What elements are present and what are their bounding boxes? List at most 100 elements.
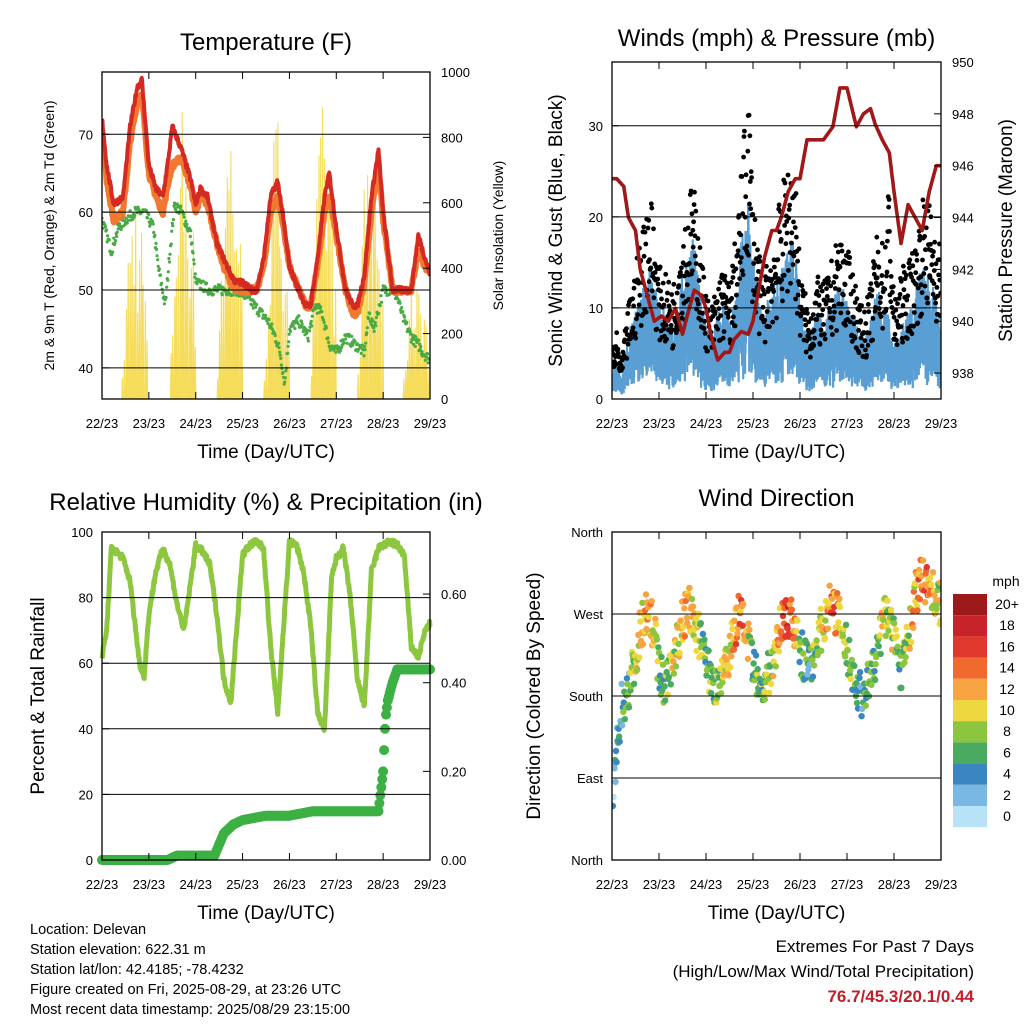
dewpoint-point <box>279 356 283 360</box>
gust-point <box>831 280 837 285</box>
gust-point <box>807 336 812 341</box>
direction-point <box>841 653 849 660</box>
gust-point <box>751 261 757 266</box>
x-tick-label: 29/23 <box>414 877 447 892</box>
gust-point <box>661 302 667 308</box>
gust-point <box>832 286 838 291</box>
gust-point <box>937 277 941 283</box>
gust-point <box>624 356 630 361</box>
dewpoint-point <box>377 311 381 315</box>
gust-point <box>929 262 935 268</box>
dewpoint-point <box>195 282 199 286</box>
direction-point <box>744 655 752 663</box>
y-tick-label: North <box>571 853 603 868</box>
dewpoint-point <box>417 338 421 342</box>
dewpoint-point <box>165 285 169 289</box>
gust-point <box>641 224 647 230</box>
gust-point <box>833 243 839 249</box>
dewpoint-point <box>117 222 121 226</box>
direction-point <box>770 672 777 680</box>
gust-point <box>914 251 919 257</box>
gust-point <box>816 302 822 308</box>
dewpoint-point <box>414 335 418 339</box>
chart-title: Relative Humidity (%) & Precipitation (i… <box>49 489 482 516</box>
direction-point <box>872 661 879 668</box>
colorbar-swatch <box>953 678 987 700</box>
gust-point <box>923 265 929 271</box>
gust-point <box>687 261 692 266</box>
colorbar-swatch <box>953 636 987 658</box>
gust-point <box>638 323 644 328</box>
y-tick-label: South <box>569 689 603 704</box>
dewpoint-point <box>322 320 326 324</box>
dewpoint-point <box>211 292 215 296</box>
direction-point <box>699 630 707 638</box>
direction-point <box>637 618 644 625</box>
colorbar-label: 20+ <box>995 596 1019 612</box>
gust-point <box>858 318 864 324</box>
rainfall-point <box>376 782 387 793</box>
gust-point <box>728 280 734 285</box>
gust-point <box>658 288 663 294</box>
gust-point <box>689 211 695 217</box>
dewpoint-point <box>185 222 189 226</box>
direction-point <box>765 689 773 696</box>
gust-point <box>776 202 782 208</box>
gust-point <box>764 309 770 314</box>
gust-point <box>819 288 825 294</box>
gust-point <box>702 331 708 336</box>
gust-point <box>834 328 839 333</box>
dewpoint-point <box>418 342 422 346</box>
y-tick-label: 30 <box>589 119 603 134</box>
chart-title: Wind Direction <box>698 485 854 512</box>
direction-point <box>882 632 890 639</box>
gust-point <box>761 291 767 297</box>
dewpoint-point <box>160 281 164 285</box>
dewpoint-point <box>366 317 371 321</box>
dewpoint-point <box>171 218 175 222</box>
gust-point <box>752 217 758 223</box>
gust-point <box>664 336 669 342</box>
gust-point <box>695 298 700 303</box>
dewpoint-point <box>283 380 287 384</box>
gust-point <box>862 309 867 315</box>
gust-point <box>919 311 924 317</box>
dewpoint-point <box>398 301 402 305</box>
direction-point <box>794 617 801 624</box>
gust-point <box>740 211 746 217</box>
gust-point <box>737 276 743 281</box>
direction-point <box>786 601 793 608</box>
gust-point <box>636 280 641 286</box>
dewpoint-point <box>145 216 150 220</box>
gust-point <box>869 287 875 293</box>
gust-point <box>712 309 718 314</box>
dewpoint-point <box>286 344 290 348</box>
gust-point <box>793 296 798 302</box>
x-tick-label: 22/23 <box>596 877 629 892</box>
gust-point <box>782 180 788 186</box>
direction-point <box>929 569 937 576</box>
dewpoint-point <box>326 336 330 340</box>
dewpoint-point <box>373 321 377 325</box>
plot-border <box>611 531 942 861</box>
gust-point <box>802 291 808 296</box>
dewpoint-point <box>166 278 170 282</box>
direction-point <box>737 608 744 615</box>
gust-point <box>614 330 620 336</box>
gust-point <box>643 309 649 315</box>
dewpoint-point <box>128 209 132 213</box>
gust-point <box>822 336 828 342</box>
x-tick-label: 23/23 <box>643 877 676 892</box>
gust-point <box>730 263 735 269</box>
station-elevation: Station elevation: 622.31 m <box>30 942 206 958</box>
gust-point <box>904 297 910 303</box>
dewpoint-point <box>279 363 283 367</box>
x-tick-label: 24/23 <box>179 877 212 892</box>
y2-axis-label: Solar Insolation (Yellow) <box>490 161 506 311</box>
winds-chart: Winds (mph) & Pressure (mb) Time (Day/UTC… <box>546 25 1017 463</box>
gust-point <box>888 274 894 279</box>
gust-point <box>810 312 816 317</box>
gust-point <box>648 265 654 271</box>
dewpoint-point <box>191 251 195 255</box>
gust-point <box>748 206 754 212</box>
